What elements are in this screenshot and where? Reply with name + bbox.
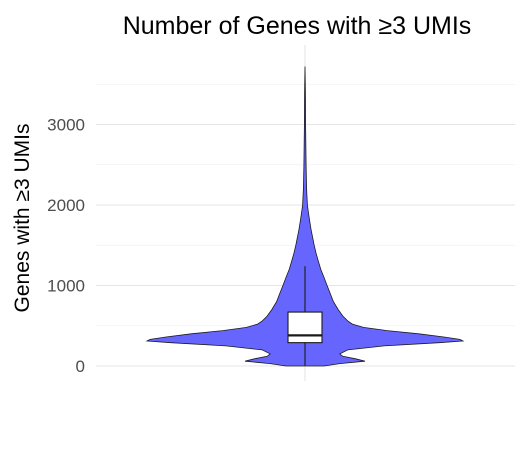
y-tick-label: 2000 <box>47 196 85 215</box>
chart-title: Number of Genes with ≥3 UMIs <box>123 12 472 40</box>
y-tick-label: 0 <box>76 357 85 376</box>
violin-body <box>145 66 465 367</box>
box-iqr <box>287 311 323 344</box>
y-axis-label: Genes with ≥3 UMIs <box>11 124 34 313</box>
y-tick-label: 1000 <box>47 277 85 296</box>
violin-layer <box>145 66 465 367</box>
boxplot-layer <box>287 266 323 366</box>
y-axis-ticks: 0 1000 2000 3000 <box>47 116 85 377</box>
y-tick-label: 3000 <box>47 116 85 135</box>
